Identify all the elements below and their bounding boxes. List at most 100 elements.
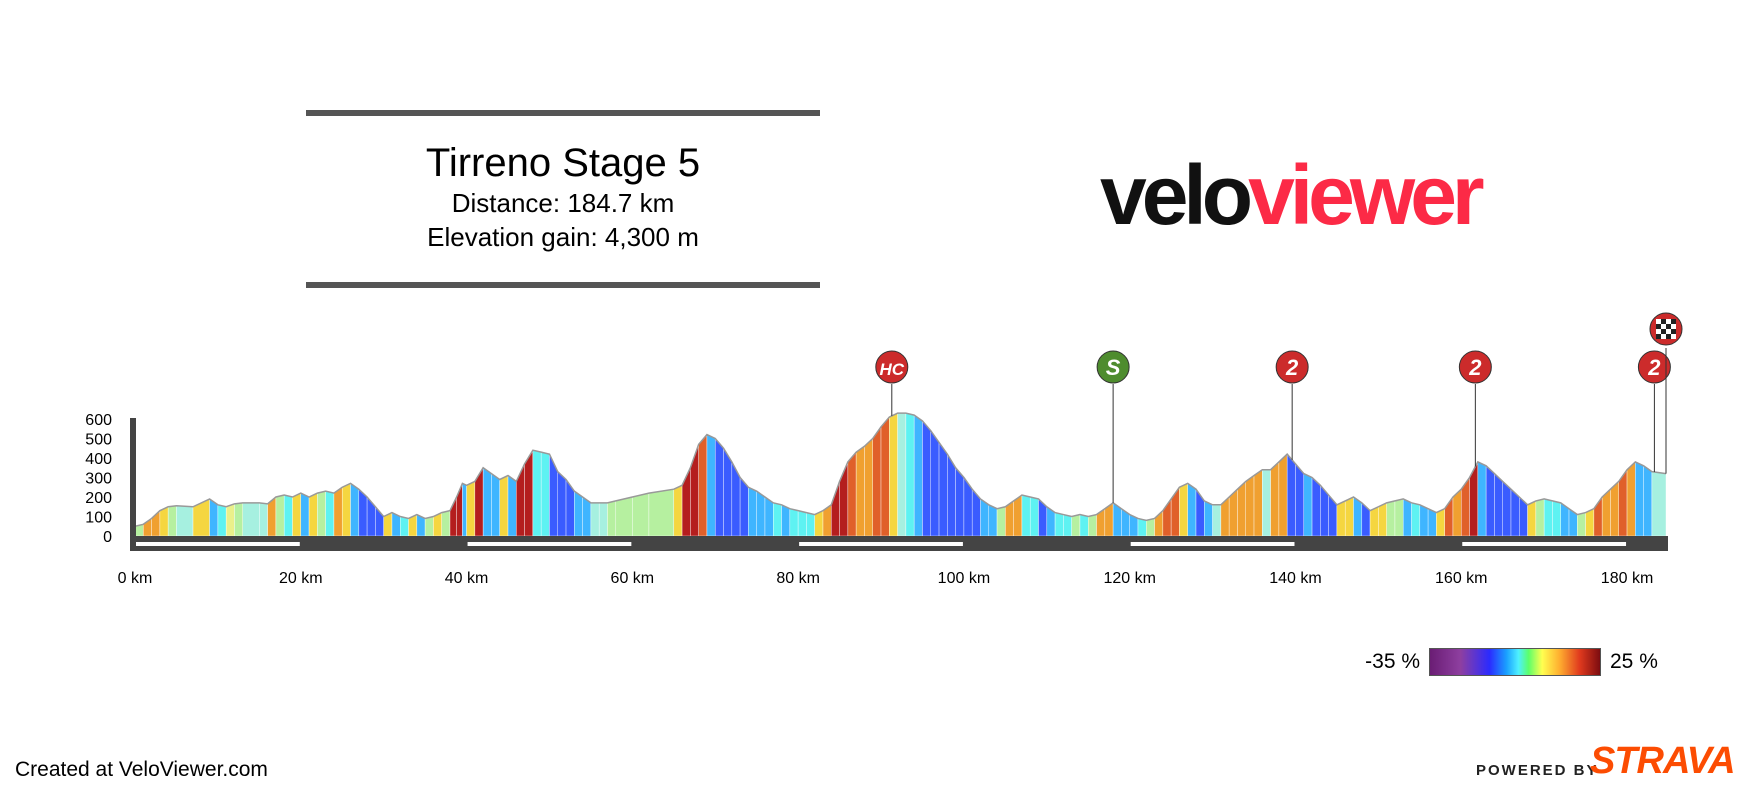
finish-flag-square [1671, 324, 1676, 329]
stage-distance: Distance: 184.7 km [451, 188, 675, 218]
finish-flag-square [1656, 334, 1661, 339]
profile-segment [847, 451, 857, 537]
profile-segment [748, 486, 757, 537]
profile-segment [1146, 518, 1155, 537]
profile-segment [831, 481, 840, 537]
climb-badge [1458, 350, 1492, 384]
legend-min-label: -35 % [1365, 650, 1420, 673]
profile-outline [134, 412, 1667, 527]
x-axis-ticks: 0 km 20 km 40 km 60 km 80 km 100 km 120 km 140 … [118, 570, 1654, 587]
y-tick-label: 600 [85, 412, 112, 429]
profile-segment [225, 503, 235, 537]
profile-segment [549, 454, 558, 537]
climb-markers: HC S 2 2 2 [875, 350, 1671, 503]
y-tick-label: 300 [85, 471, 112, 488]
profile-segment [789, 508, 799, 537]
profile-segment [1286, 453, 1296, 537]
profile-segment [1394, 498, 1404, 537]
profile-segment [1527, 500, 1537, 537]
profile-segment [1179, 483, 1188, 537]
profile-segment [491, 473, 500, 537]
profile-segment [350, 482, 360, 537]
profile-segment [234, 502, 243, 537]
profile-segment [905, 412, 915, 537]
profile-segment [1237, 480, 1246, 537]
climb-badge-label: 2 [1647, 355, 1661, 380]
climb-badge-label: HC [880, 360, 905, 379]
profile-segment [913, 414, 923, 537]
climb-badge-label: S [1106, 355, 1121, 380]
profile-segment [797, 510, 807, 537]
logo-viewer: viewer [1248, 148, 1485, 242]
profile-segment [1411, 502, 1421, 537]
finish-flag-square [1666, 334, 1671, 339]
profile-segment [1262, 469, 1271, 537]
distance-bar [136, 542, 300, 546]
profile-segment [1552, 500, 1561, 537]
logo-velo: velo [1100, 148, 1253, 242]
profile-segment [855, 445, 865, 537]
finish-flag-square [1671, 329, 1676, 334]
profile-segment [507, 475, 517, 537]
profile-segment [1535, 498, 1545, 537]
profile-segment [159, 506, 169, 537]
profile-segment [400, 516, 409, 537]
finish-flag-square [1661, 334, 1666, 339]
profile-segment [1419, 504, 1429, 537]
profile-segment [1212, 504, 1222, 537]
profile-segment [756, 490, 766, 537]
profile-segment [731, 461, 741, 537]
profile-segment [1270, 461, 1280, 537]
profile-segment [673, 484, 683, 537]
profile-segment [988, 504, 998, 537]
profile-segment [482, 467, 492, 537]
profile-segment [872, 426, 882, 537]
profile-segment [1038, 498, 1048, 537]
finish-marker [1649, 312, 1683, 474]
profile-segment [1543, 498, 1553, 537]
profile-segment [1170, 486, 1180, 537]
climb-badge [875, 350, 909, 384]
profile-segment [275, 494, 285, 537]
profile-segment [192, 498, 210, 537]
legend-max-label: 25 % [1610, 650, 1658, 673]
finish-flag-square [1666, 324, 1671, 329]
profile-segment [1245, 475, 1255, 537]
finish-flag-square [1656, 329, 1661, 334]
strava-logo: STRAVA [1590, 740, 1736, 782]
profile-segment [284, 494, 293, 537]
profile-segment [1328, 494, 1338, 537]
profile-segment [565, 478, 575, 537]
y-axis-ticks: 0 100 200 300 400 500 600 [85, 412, 112, 546]
x-tick-label: 140 km [1269, 570, 1321, 587]
profile-segment [922, 420, 931, 537]
distance-bar [467, 542, 632, 546]
profile-segment [773, 502, 782, 537]
gradient-legend-bar [1429, 648, 1601, 676]
x-tick-label: 20 km [279, 570, 323, 587]
distance-bars [136, 542, 1627, 546]
profile-segment [1336, 500, 1346, 537]
y-tick-label: 100 [85, 510, 112, 527]
profile-segment [1494, 473, 1503, 537]
profile-segment [930, 430, 940, 537]
profile-segment [1204, 500, 1213, 537]
distance-bar [1130, 542, 1295, 546]
finish-flag-square [1671, 319, 1676, 324]
profile-segment [167, 505, 177, 537]
profile-segment [1485, 465, 1495, 537]
profile-segment [864, 438, 873, 537]
profile-segment [1030, 496, 1039, 537]
profile-segment [1137, 518, 1147, 537]
stage-elevation-gain: Elevation gain: 4,300 m [427, 222, 699, 252]
profile-segment [1577, 512, 1586, 537]
profile-segment [996, 506, 1006, 537]
climb-badge-label: 2 [1468, 355, 1482, 380]
profile-segment [499, 475, 509, 537]
profile-segment [462, 483, 467, 537]
profile-segment [1386, 500, 1396, 537]
profile-segment [466, 481, 476, 537]
finish-flag-square [1666, 329, 1671, 334]
profile-segment [706, 434, 716, 537]
profile-segment [176, 505, 194, 537]
